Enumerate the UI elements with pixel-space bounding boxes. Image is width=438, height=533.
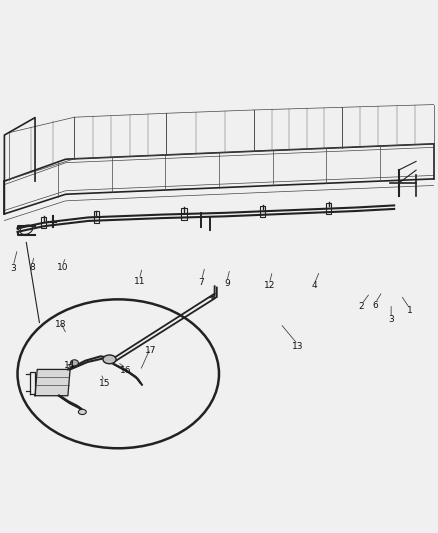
Text: 15: 15 xyxy=(99,379,110,388)
Text: 1: 1 xyxy=(406,306,413,315)
Text: 2: 2 xyxy=(359,302,364,311)
Text: 16: 16 xyxy=(120,366,132,375)
Text: 18: 18 xyxy=(55,320,66,329)
Text: 10: 10 xyxy=(57,263,68,272)
Text: 8: 8 xyxy=(29,263,35,272)
Text: 9: 9 xyxy=(224,279,230,288)
Ellipse shape xyxy=(78,409,86,415)
Text: 12: 12 xyxy=(264,281,275,290)
Ellipse shape xyxy=(18,300,219,448)
Text: 6: 6 xyxy=(372,301,378,310)
Text: 3: 3 xyxy=(10,264,16,273)
Ellipse shape xyxy=(71,360,78,366)
Text: 3: 3 xyxy=(388,316,394,325)
Text: 4: 4 xyxy=(312,281,317,290)
Text: 13: 13 xyxy=(292,342,304,351)
Text: 14: 14 xyxy=(64,360,75,369)
Ellipse shape xyxy=(103,355,116,364)
Polygon shape xyxy=(35,369,70,395)
Text: 7: 7 xyxy=(198,278,205,287)
Text: 11: 11 xyxy=(134,277,145,286)
Text: 17: 17 xyxy=(145,346,156,355)
